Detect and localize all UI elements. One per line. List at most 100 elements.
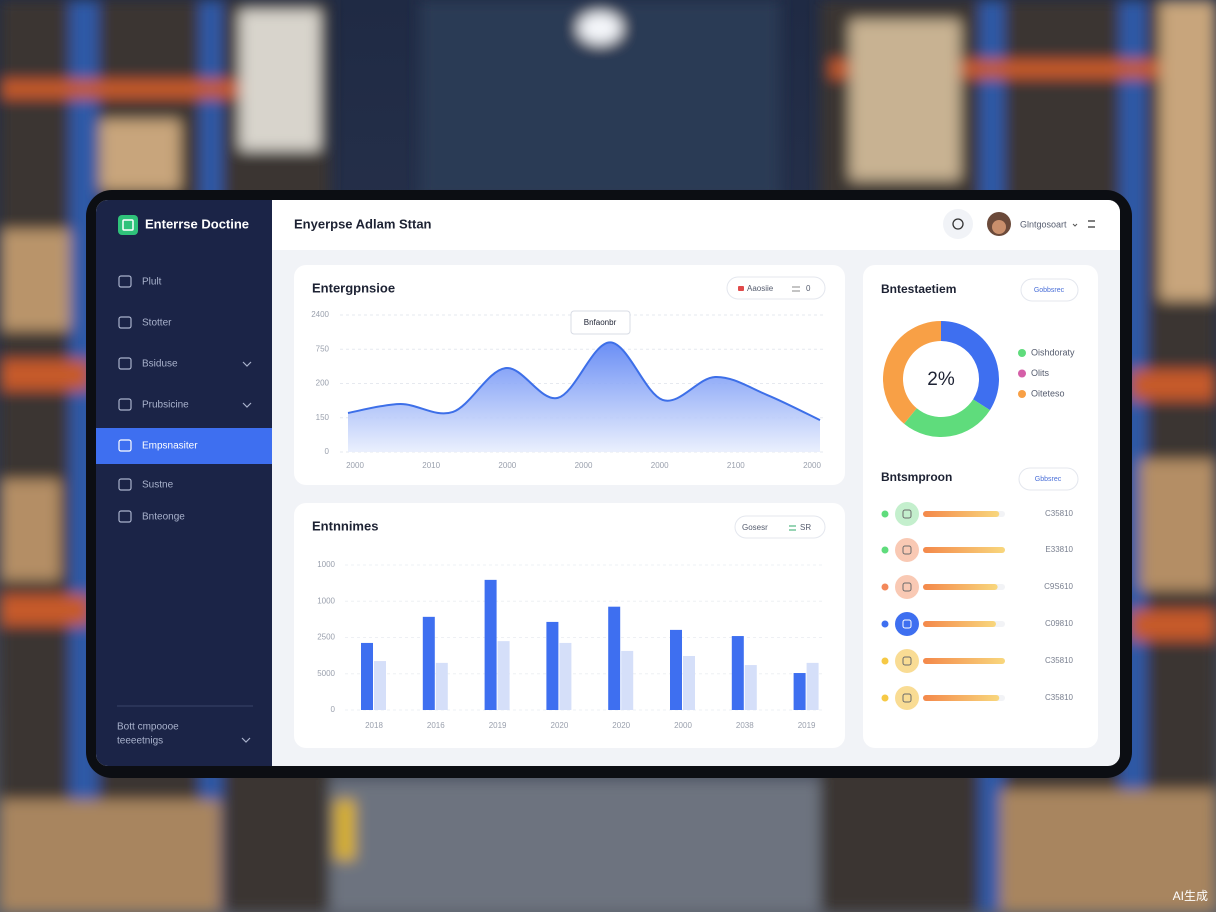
card [294,503,845,748]
legend-label: Olits [1031,368,1050,378]
y-tick-label: 1000 [317,560,335,569]
menu-icon[interactable] [1088,220,1095,228]
donut-segment [941,321,999,411]
nav-label: Sustne [142,480,174,491]
brand-logo [118,215,138,235]
progress-bar [923,658,1005,664]
x-tick-label: 2010 [422,461,440,470]
nav-icon [118,439,132,452]
bar [806,662,819,710]
filter-pill[interactable] [734,515,826,539]
area-fill [348,342,820,452]
filter-pill[interactable] [726,276,826,300]
y-tick-label: 750 [316,344,330,353]
row-value: C35810 [1045,509,1074,518]
status-dot [881,510,889,518]
notification-button[interactable] [943,209,973,239]
tooltip [570,310,631,335]
notification-icon [952,218,964,230]
progress-bar [923,511,1000,517]
bar [435,662,448,710]
row-icon [895,686,919,710]
filter-label: Gbbsrec [1035,476,1062,483]
x-tick-label: 2016 [427,721,445,730]
x-tick-label: 2020 [551,721,569,730]
row-icon [895,649,919,673]
nav-item[interactable]: Plult [118,275,162,288]
nav-item[interactable]: Stotter [118,316,172,329]
x-tick-label: 2000 [575,461,593,470]
progress-bar [923,621,996,627]
filter-label: Gosesr [742,523,768,532]
x-tick-label: 2019 [489,721,507,730]
bar [559,642,572,710]
row-icon [895,612,919,636]
legend-label: Oiteteso [1031,388,1065,398]
x-tick-label: 2038 [736,721,754,730]
bar [670,629,682,710]
donut-segment [904,399,990,438]
filter-pill[interactable] [1018,467,1079,491]
nav-label: Plult [142,277,162,288]
legend-swatch [1018,349,1026,357]
watermark: AI生成 [1173,889,1208,903]
x-tick-label: 2000 [651,461,669,470]
nav-icon [118,357,132,370]
status-dot [881,620,889,628]
user-chevron[interactable] [1072,223,1078,227]
nav-icon [118,275,132,288]
y-tick-label: 0 [325,447,330,456]
area-line [347,341,821,422]
brand-name: Enterrse Doctine [145,216,249,231]
x-tick-label: 2020 [612,721,630,730]
bar [484,579,497,710]
card-title: Bntestaetiem [881,282,956,296]
nav-active-bg [96,428,272,464]
x-tick-label: 2000 [803,461,821,470]
status-dot [881,694,889,702]
nav-icon [118,478,132,491]
nav-item[interactable]: Empsnasiter [96,428,272,464]
y-tick-label: 1000 [317,596,335,605]
progress-bar [923,584,998,590]
row-icon-glyph [902,545,912,555]
row-icon [895,502,919,526]
nav-label: Empsnasiter [142,441,198,452]
nav-item[interactable]: Prubsicine [118,398,252,411]
donut-center: 2% [927,369,955,390]
tooltip-text: Bnfaonbr [584,318,617,327]
footer-chevron[interactable] [241,737,251,743]
header [272,200,1120,250]
bar [546,621,559,710]
row-value: C09810 [1045,619,1074,628]
nav-item[interactable]: Bnteonge [118,510,185,523]
row-icon-glyph [902,582,912,592]
x-tick-label: 2000 [346,461,364,470]
header-title: Enyerpse Adlam Sttan [294,216,432,231]
bar [374,661,386,710]
bar [683,655,695,710]
nav-item[interactable]: Sustne [118,478,174,491]
y-tick-label: 2400 [311,310,329,319]
filter-label: SR [800,523,811,532]
row-icon-glyph [902,619,912,629]
sidebar-footer: teeeetnigs [117,736,163,747]
filter-label: 0 [806,284,811,293]
card-title: Entnnimes [312,518,378,533]
row-value: C9S610 [1044,582,1073,591]
avatar-face [992,220,1006,234]
filter-icon [792,286,800,292]
nav-label: Bnteonge [142,512,185,523]
y-tick-label: 0 [331,705,336,714]
bar [621,650,634,710]
bar [793,673,806,710]
legend-label: Oishdoraty [1031,347,1075,357]
brand-logo-glyph [122,219,134,231]
filter-pill[interactable] [1020,278,1079,302]
status-dot [881,657,889,665]
user-name: Glntgosoart [1020,219,1067,229]
row-value: C35810 [1045,656,1074,665]
nav-item[interactable]: Bsiduse [118,357,252,370]
row-icon-glyph [902,656,912,666]
